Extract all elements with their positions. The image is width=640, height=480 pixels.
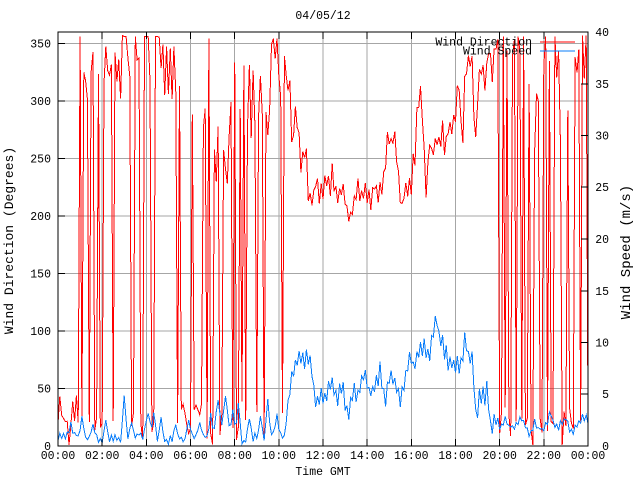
svg-text:100: 100 (30, 326, 51, 339)
svg-text:10: 10 (595, 338, 609, 351)
svg-text:04/05/12: 04/05/12 (295, 10, 350, 23)
svg-text:30: 30 (595, 131, 609, 144)
svg-text:Wind Speed: Wind Speed (463, 46, 532, 59)
svg-text:04:00: 04:00 (129, 450, 164, 463)
svg-text:02:00: 02:00 (85, 450, 120, 463)
svg-text:06:00: 06:00 (173, 450, 208, 463)
svg-text:200: 200 (30, 211, 51, 224)
svg-text:10:00: 10:00 (262, 450, 297, 463)
svg-text:20: 20 (595, 234, 609, 247)
svg-text:0: 0 (602, 441, 609, 454)
svg-text:40: 40 (595, 27, 609, 40)
svg-text:50: 50 (37, 384, 51, 397)
svg-text:00:00: 00:00 (571, 450, 606, 463)
svg-text:08:00: 08:00 (217, 450, 252, 463)
svg-text:350: 350 (30, 39, 51, 52)
svg-text:20:00: 20:00 (482, 450, 517, 463)
svg-text:Wind Speed (m/s): Wind Speed (m/s) (619, 185, 635, 319)
svg-text:12:00: 12:00 (306, 450, 341, 463)
svg-text:15: 15 (595, 286, 609, 299)
svg-text:250: 250 (30, 154, 51, 167)
svg-text:Wind Direction: Wind Direction (435, 37, 532, 50)
svg-text:0: 0 (44, 441, 51, 454)
svg-text:22:00: 22:00 (527, 450, 562, 463)
svg-text:14:00: 14:00 (350, 450, 385, 463)
svg-text:35: 35 (595, 79, 609, 92)
svg-text:00:00: 00:00 (41, 450, 76, 463)
svg-text:Wind Direction (Degrees): Wind Direction (Degrees) (2, 147, 17, 334)
svg-text:150: 150 (30, 269, 51, 282)
svg-text:18:00: 18:00 (438, 450, 473, 463)
svg-text:Time GMT: Time GMT (295, 466, 350, 479)
svg-text:5: 5 (602, 389, 609, 402)
svg-text:16:00: 16:00 (394, 450, 429, 463)
svg-text:300: 300 (30, 96, 51, 109)
svg-text:25: 25 (595, 182, 609, 195)
